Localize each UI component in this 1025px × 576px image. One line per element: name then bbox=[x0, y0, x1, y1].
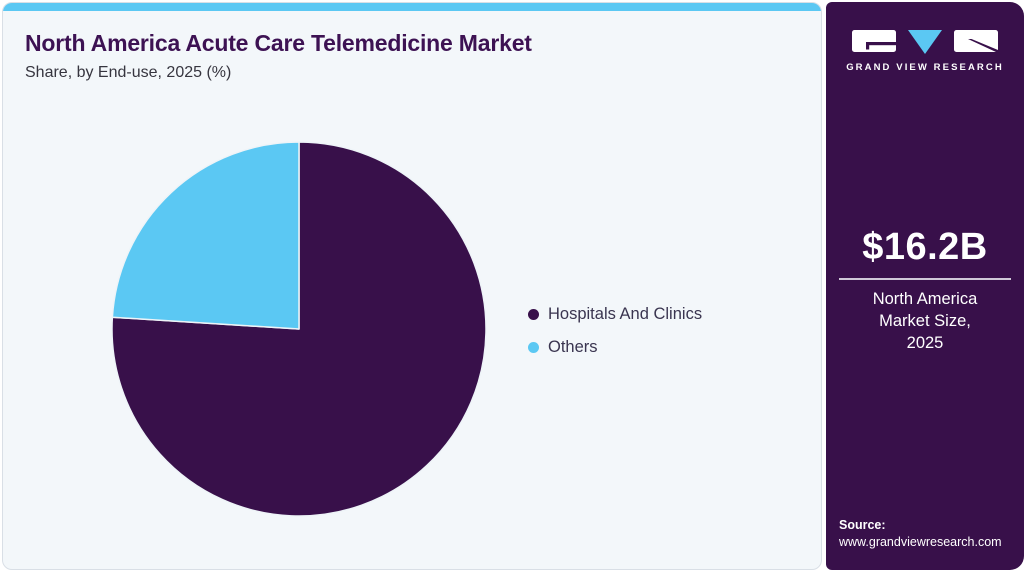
brand-sidebar: GRAND VIEW RESEARCH $16.2B North America… bbox=[826, 2, 1024, 570]
market-size-value: $16.2B bbox=[862, 226, 988, 268]
source-block: Source: www.grandviewresearch.com bbox=[839, 517, 1002, 550]
logo-v-icon bbox=[908, 30, 942, 54]
market-size-caption: North America Market Size, 2025 bbox=[872, 290, 978, 352]
pie-slice bbox=[111, 141, 300, 330]
legend: Hospitals And Clinics Others bbox=[528, 305, 702, 357]
brand-name: GRAND VIEW RESEARCH bbox=[846, 62, 1004, 73]
logo-r-icon bbox=[954, 30, 998, 52]
legend-label: Hospitals And Clinics bbox=[548, 305, 703, 323]
card-accent-bar bbox=[3, 3, 821, 11]
divider bbox=[839, 278, 1011, 280]
chart-card: North America Acute Care Telemedicine Ma… bbox=[2, 2, 822, 570]
market-size-block: $16.2B North America Market Size, 2025 bbox=[826, 226, 1024, 354]
source-label: Source: bbox=[839, 518, 886, 532]
page-subtitle: Share, by End-use, 2025 (%) bbox=[25, 64, 232, 81]
gvr-logo: GRAND VIEW RESEARCH bbox=[826, 30, 1024, 73]
gvr-logo-marks bbox=[826, 30, 1024, 54]
chart-header: North America Acute Care Telemedicine Ma… bbox=[3, 11, 821, 82]
page-title: North America Acute Care Telemedicine Ma… bbox=[25, 30, 532, 56]
legend-swatch-icon bbox=[528, 309, 539, 320]
legend-label: Others bbox=[548, 338, 598, 356]
pie-chart bbox=[111, 141, 487, 517]
logo-g-icon bbox=[852, 30, 896, 52]
source-url: www.grandviewresearch.com bbox=[839, 534, 1002, 549]
legend-item-hospitals-and-clinics: Hospitals And Clinics bbox=[528, 305, 702, 324]
legend-swatch-icon bbox=[528, 342, 539, 353]
legend-item-others: Others bbox=[528, 338, 702, 357]
